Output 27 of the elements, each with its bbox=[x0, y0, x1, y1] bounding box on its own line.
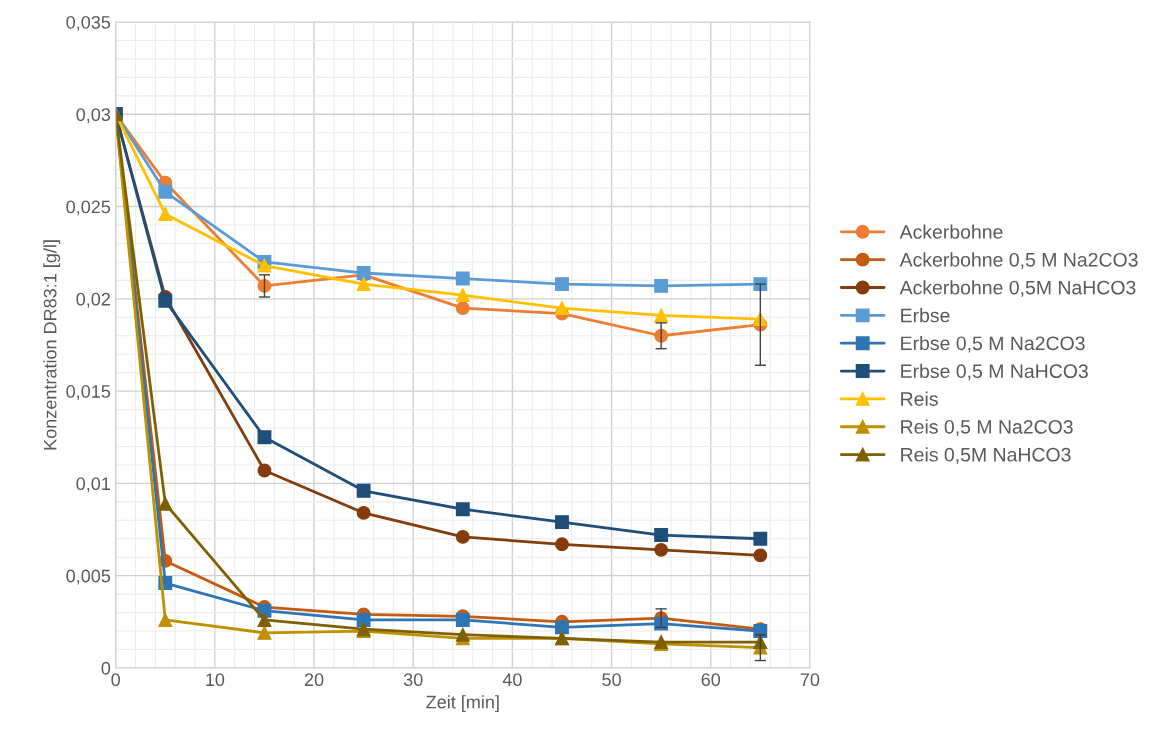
y-tick-label: 0 bbox=[101, 661, 111, 675]
y-tick-label: 0,005 bbox=[66, 569, 111, 585]
x-tick-label: 60 bbox=[701, 673, 721, 687]
x-tick-label: 20 bbox=[304, 673, 324, 687]
legend-label: Reis bbox=[901, 391, 938, 406]
legend-label: Reis 0,5 M Na2CO3 bbox=[901, 419, 1073, 437]
y-tick-label: 0,035 bbox=[66, 15, 111, 31]
x-axis-title: Zeit [min] bbox=[426, 695, 499, 713]
legend-label: Ackerbohne 0,5M NaHCO3 bbox=[899, 280, 1136, 297]
legend-label: Ackerbohne bbox=[899, 224, 1003, 239]
x-tick-label: 40 bbox=[502, 673, 522, 687]
legend-label: Erbse 0,5 M Na2CO3 bbox=[901, 335, 1085, 353]
legend-label: Erbse 0,5 M NaHCO3 bbox=[901, 363, 1088, 381]
x-tick-label: 50 bbox=[602, 673, 621, 687]
y-tick-label: 0,025 bbox=[66, 200, 111, 216]
y-tick-label: 0,03 bbox=[76, 108, 111, 124]
legend-label: Reis 0,5M NaHCO3 bbox=[901, 447, 1071, 464]
x-tick-label: 70 bbox=[800, 673, 820, 687]
legend-label: Erbse bbox=[901, 308, 950, 323]
y-tick-label: 0,01 bbox=[76, 477, 110, 493]
y-tick-label: 0,015 bbox=[66, 385, 111, 400]
x-tick-label: 0 bbox=[111, 673, 121, 687]
y-tick-label: 0,02 bbox=[76, 292, 110, 308]
legend-label: Ackerbohne 0,5 M Na2CO3 bbox=[899, 252, 1138, 269]
x-tick-label: 10 bbox=[206, 673, 225, 687]
x-tick-label: 30 bbox=[403, 673, 423, 687]
y-axis-title: Konzentration DR83:1 [g/l] bbox=[43, 240, 61, 450]
